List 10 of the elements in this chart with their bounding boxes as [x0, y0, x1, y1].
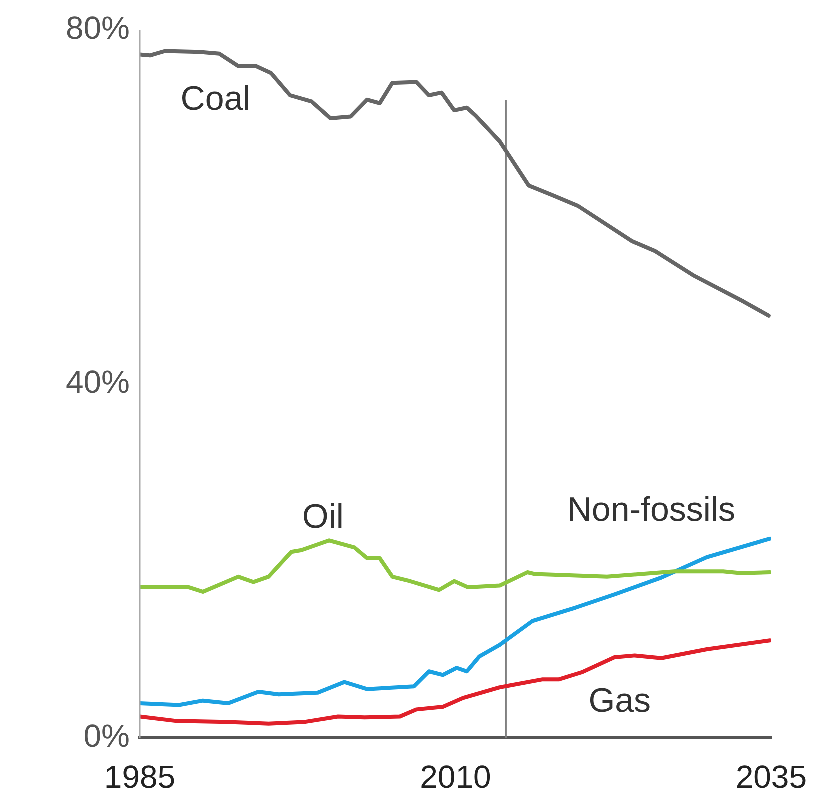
series-label: Oil: [302, 498, 344, 536]
series-label: Coal: [180, 80, 251, 118]
x-tick-label: 2010: [420, 759, 492, 796]
x-tick-label: 1985: [104, 759, 176, 796]
series-label: Non-fossils: [567, 490, 736, 529]
series-label: Gas: [588, 682, 652, 720]
y-tick-label: 80%: [66, 10, 130, 46]
y-tick-label: 0%: [84, 718, 130, 754]
y-tick-label: 40%: [66, 364, 130, 400]
x-tick-label: 2035: [736, 759, 807, 796]
